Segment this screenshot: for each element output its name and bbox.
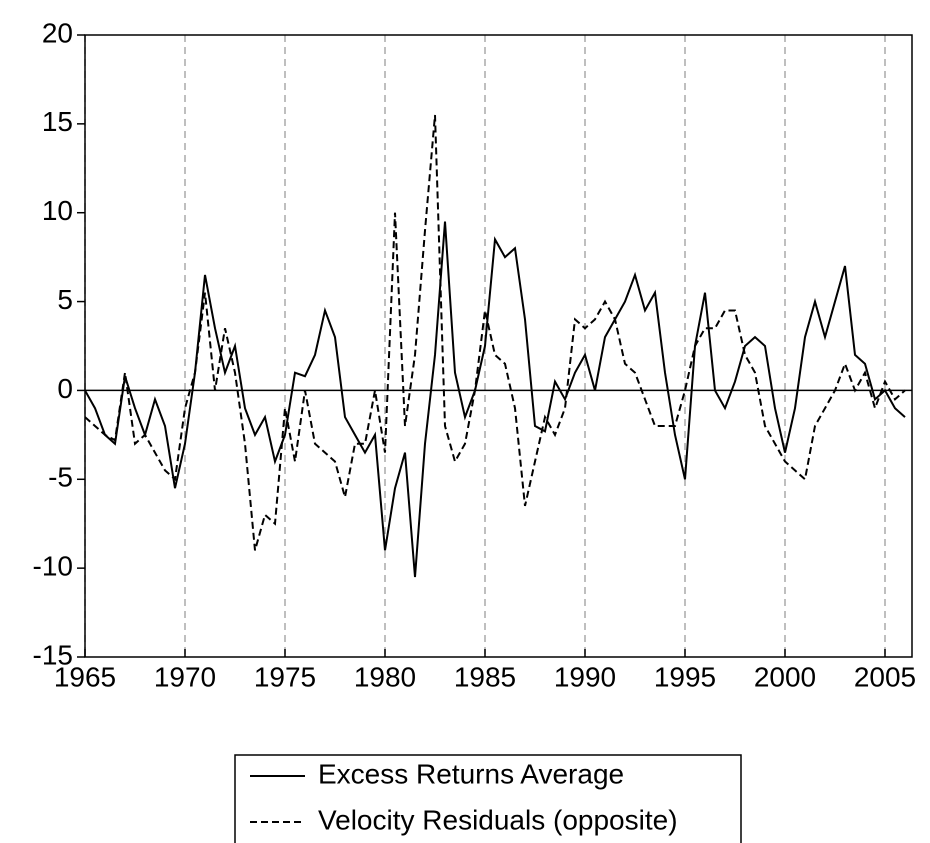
y-tick-label: 20	[42, 17, 73, 48]
y-tick-label: -10	[33, 551, 73, 582]
y-tick-label: -5	[48, 462, 73, 493]
x-tick-label: 1970	[154, 661, 216, 692]
legend-box	[234, 754, 742, 843]
series-line	[84, 114, 906, 551]
legend-label: Velocity Residuals (opposite)	[318, 804, 678, 835]
x-tick-label: 2005	[854, 661, 916, 692]
series-line	[84, 221, 906, 578]
legend-label: Excess Returns Average	[318, 758, 624, 789]
x-tick-label: 1965	[54, 661, 116, 692]
x-tick-label: 1980	[354, 661, 416, 692]
y-tick-label: 10	[42, 195, 73, 226]
x-tick-label: 1990	[554, 661, 616, 692]
y-tick-label: 5	[57, 284, 73, 315]
y-tick-label: 15	[42, 106, 73, 137]
x-tick-label: 1995	[654, 661, 716, 692]
x-tick-label: 1985	[454, 661, 516, 692]
x-tick-label: 2000	[754, 661, 816, 692]
y-tick-label: -15	[33, 639, 73, 670]
plot-frame	[84, 34, 913, 658]
y-tick-label: 0	[57, 373, 73, 404]
x-tick-label: 1975	[254, 661, 316, 692]
